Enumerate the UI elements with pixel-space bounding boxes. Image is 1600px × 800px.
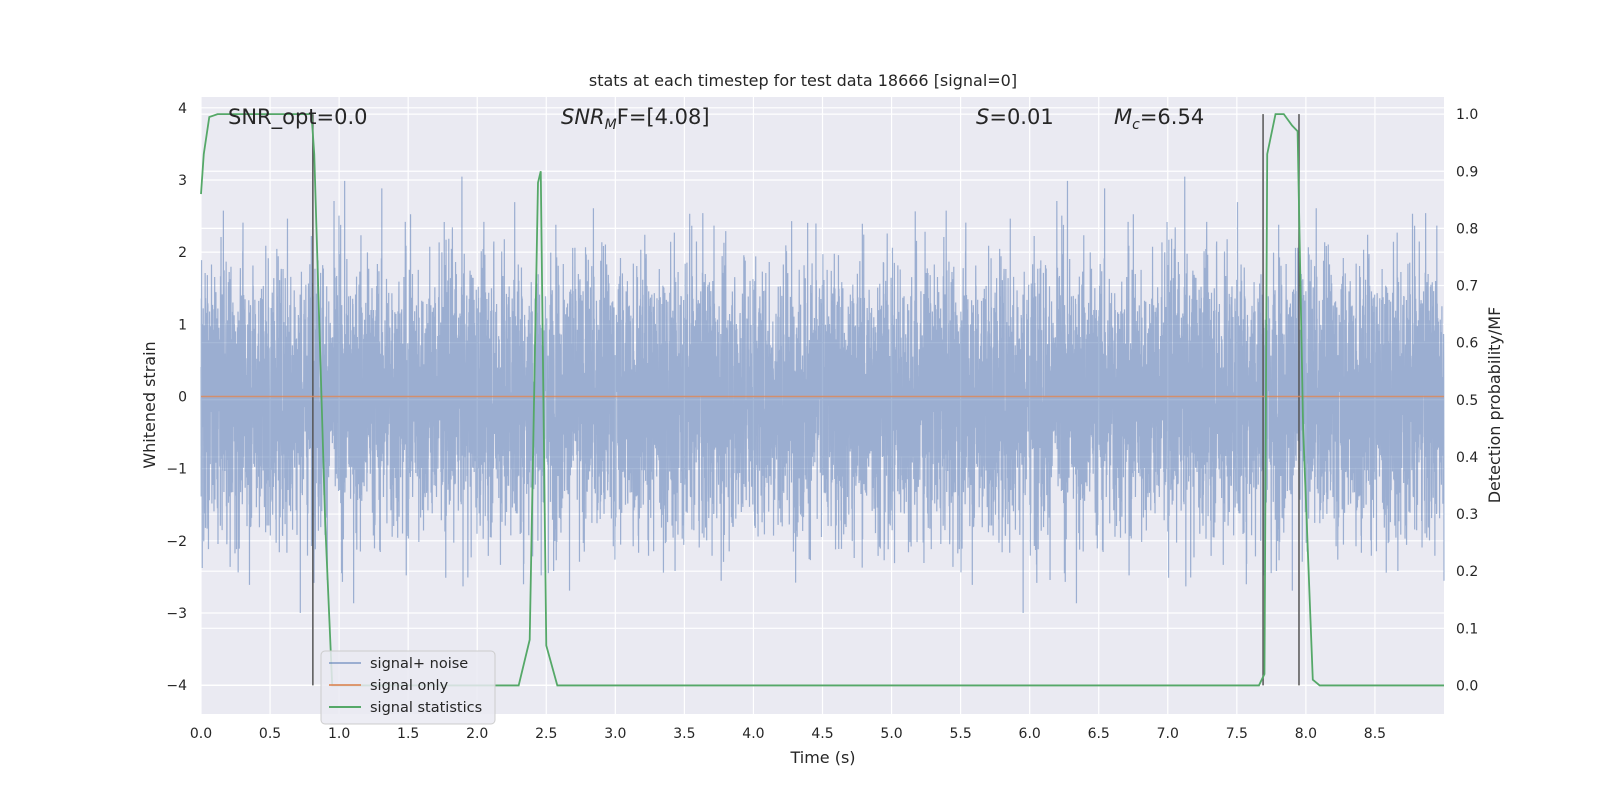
snr-mf-suffix: F=[4.08] xyxy=(617,105,710,129)
y-left-tick-label: 0 xyxy=(178,389,187,405)
y-right-tick-label: 0.6 xyxy=(1456,336,1478,352)
y-right-tick-label: 1.0 xyxy=(1456,107,1478,123)
x-tick-label: 1.5 xyxy=(397,726,419,742)
x-tick-label: 3.0 xyxy=(604,726,626,742)
y-left-tick-label: 4 xyxy=(178,101,187,117)
y-right-axis-label: Detection probability/MF xyxy=(1485,307,1504,504)
y-right-tick-label: 0.2 xyxy=(1456,564,1478,580)
snr-mf-subscript: M xyxy=(605,117,617,133)
x-tick-label: 6.0 xyxy=(1019,726,1041,742)
s-prefix: S xyxy=(976,105,989,129)
y-left-tick-label: −4 xyxy=(166,678,187,694)
y-left-tick-label: 3 xyxy=(178,173,187,189)
y-left-tick-label: −1 xyxy=(166,462,187,478)
x-tick-labels: 0.0 0.5 1.0 1.5 2.0 2.5 3.0 3.5 4.0 4.5 5.0 5.5 6.0 6… xyxy=(190,726,1386,742)
y-right-tick-label: 0.0 xyxy=(1456,678,1478,694)
y-left-tick-label: 1 xyxy=(178,317,187,333)
y-left-tick-label: 2 xyxy=(178,245,187,261)
x-tick-label: 8.5 xyxy=(1364,726,1386,742)
mc-prefix: M xyxy=(1114,105,1132,129)
y-right-tick-label: 0.4 xyxy=(1456,450,1478,466)
legend-label-noise: signal+ noise xyxy=(370,656,468,672)
y-left-tick-label: −3 xyxy=(166,606,187,622)
s-suffix: =0.01 xyxy=(989,105,1053,129)
y-left-tick-labels: 4 3 2 1 0 −1 −2 −3 −4 xyxy=(166,101,187,694)
x-tick-label: 7.0 xyxy=(1157,726,1179,742)
annotation-mc: Mc=6.54 xyxy=(1114,105,1204,133)
y-right-tick-label: 0.8 xyxy=(1456,221,1478,237)
y-right-tick-label: 0.3 xyxy=(1456,507,1478,523)
legend-label-statistics: signal statistics xyxy=(370,700,482,716)
x-tick-label: 5.5 xyxy=(949,726,971,742)
signal-noise-series xyxy=(200,176,1445,614)
y-right-tick-label: 0.9 xyxy=(1456,164,1478,180)
legend: signal+ noise signal only signal statist… xyxy=(320,650,496,725)
annotation-snr-opt: SNR_opt=0.0 xyxy=(228,105,368,130)
x-tick-label: 2.0 xyxy=(466,726,488,742)
y-right-tick-labels: 1.0 0.9 0.8 0.7 0.6 0.5 0.4 0.3 0.2 0.1 0.0 xyxy=(1456,107,1478,694)
annotation-snr-mf: SNRMF=[4.08] xyxy=(561,105,710,133)
signal-statistics-series xyxy=(200,113,1444,687)
x-tick-label: 8.0 xyxy=(1295,726,1317,742)
x-tick-label: 2.5 xyxy=(535,726,557,742)
x-tick-label: 4.5 xyxy=(811,726,833,742)
x-axis-label: Time (s) xyxy=(789,748,855,767)
legend-box xyxy=(320,650,496,725)
x-tick-label: 0.5 xyxy=(259,726,281,742)
y-right-tick-label: 0.5 xyxy=(1456,393,1478,409)
x-tick-label: 7.5 xyxy=(1226,726,1248,742)
signal-statistics-line xyxy=(200,113,1444,687)
annotation-s: S=0.01 xyxy=(976,105,1054,129)
snr-mf-prefix: SNR xyxy=(561,105,605,129)
y-left-tick-label: −2 xyxy=(166,534,187,550)
y-left-axis-label: Whitened strain xyxy=(140,341,159,468)
legend-label-signal-only: signal only xyxy=(370,678,449,694)
y-right-tick-label: 0.1 xyxy=(1456,621,1478,637)
signal-noise-line xyxy=(200,176,1445,614)
x-tick-label: 6.5 xyxy=(1088,726,1110,742)
x-tick-label: 5.0 xyxy=(880,726,902,742)
mc-subscript: c xyxy=(1132,117,1140,133)
x-tick-label: 0.0 xyxy=(190,726,212,742)
y-right-tick-label: 0.7 xyxy=(1456,279,1478,295)
x-tick-label: 4.0 xyxy=(742,726,764,742)
mc-suffix: =6.54 xyxy=(1140,105,1204,129)
chart-title: stats at each timestep for test data 186… xyxy=(589,71,1017,90)
x-tick-label: 3.5 xyxy=(673,726,695,742)
x-tick-label: 1.0 xyxy=(328,726,350,742)
